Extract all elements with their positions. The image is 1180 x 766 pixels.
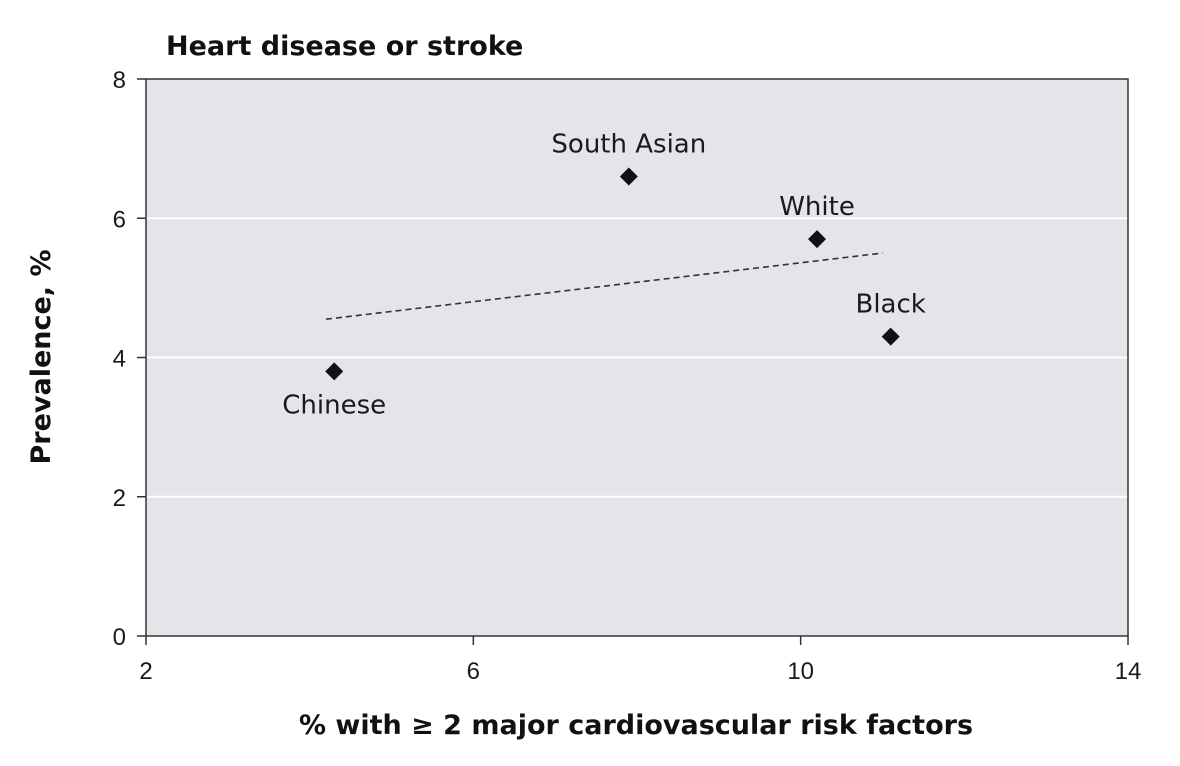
chart-title: Heart disease or stroke [166,31,523,62]
data-point-black [881,327,900,346]
y-tick-label-6: 6 [113,206,126,233]
y-tick-label-2: 2 [113,485,126,512]
data-label-black: Black [856,290,926,320]
x-tick-label-2: 2 [139,658,152,685]
data-label-south-asian: South Asian [551,129,706,159]
y-tick-label-4: 4 [113,346,126,373]
data-label-chinese: Chinese [282,390,386,420]
data-point-south-asian [619,167,638,186]
gridlines [146,217,1128,498]
y-tick-label-0: 0 [113,624,126,651]
y-axis-label: Prevalence, % [26,249,57,464]
data-points: South Asian White Black Chinese [282,129,926,420]
trendline-group [325,252,883,321]
trendline [325,252,883,321]
data-point-chinese [325,362,344,381]
y-tick-label-8: 8 [113,67,126,94]
x-tick-label-14: 14 [1115,658,1142,685]
x-tick-label-10: 10 [787,658,814,685]
x-axis-label: % with ≥ 2 major cardiovascular risk fac… [299,710,973,741]
x-tick-label-6: 6 [467,658,480,685]
data-label-white: White [779,192,855,222]
data-point-white [808,230,827,249]
